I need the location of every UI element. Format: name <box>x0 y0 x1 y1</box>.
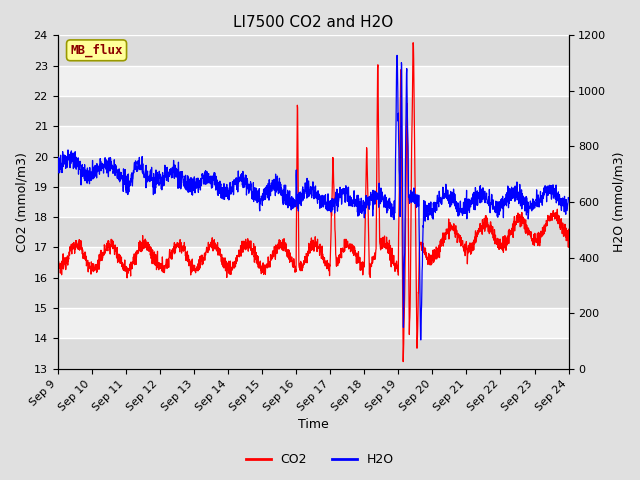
Bar <box>58 338 568 369</box>
Bar <box>58 36 568 66</box>
Y-axis label: H2O (mmol/m3): H2O (mmol/m3) <box>612 152 625 252</box>
Bar <box>58 248 568 278</box>
Bar <box>58 217 568 248</box>
X-axis label: Time: Time <box>298 419 328 432</box>
Bar <box>58 308 568 338</box>
Bar <box>58 278 568 308</box>
Bar <box>58 66 568 96</box>
Y-axis label: CO2 (mmol/m3): CO2 (mmol/m3) <box>15 152 28 252</box>
Text: MB_flux: MB_flux <box>70 44 123 57</box>
Bar <box>58 187 568 217</box>
Bar <box>58 126 568 156</box>
Bar <box>58 156 568 187</box>
Bar <box>58 96 568 126</box>
Legend: CO2, H2O: CO2, H2O <box>241 448 399 471</box>
Title: LI7500 CO2 and H2O: LI7500 CO2 and H2O <box>233 15 393 30</box>
